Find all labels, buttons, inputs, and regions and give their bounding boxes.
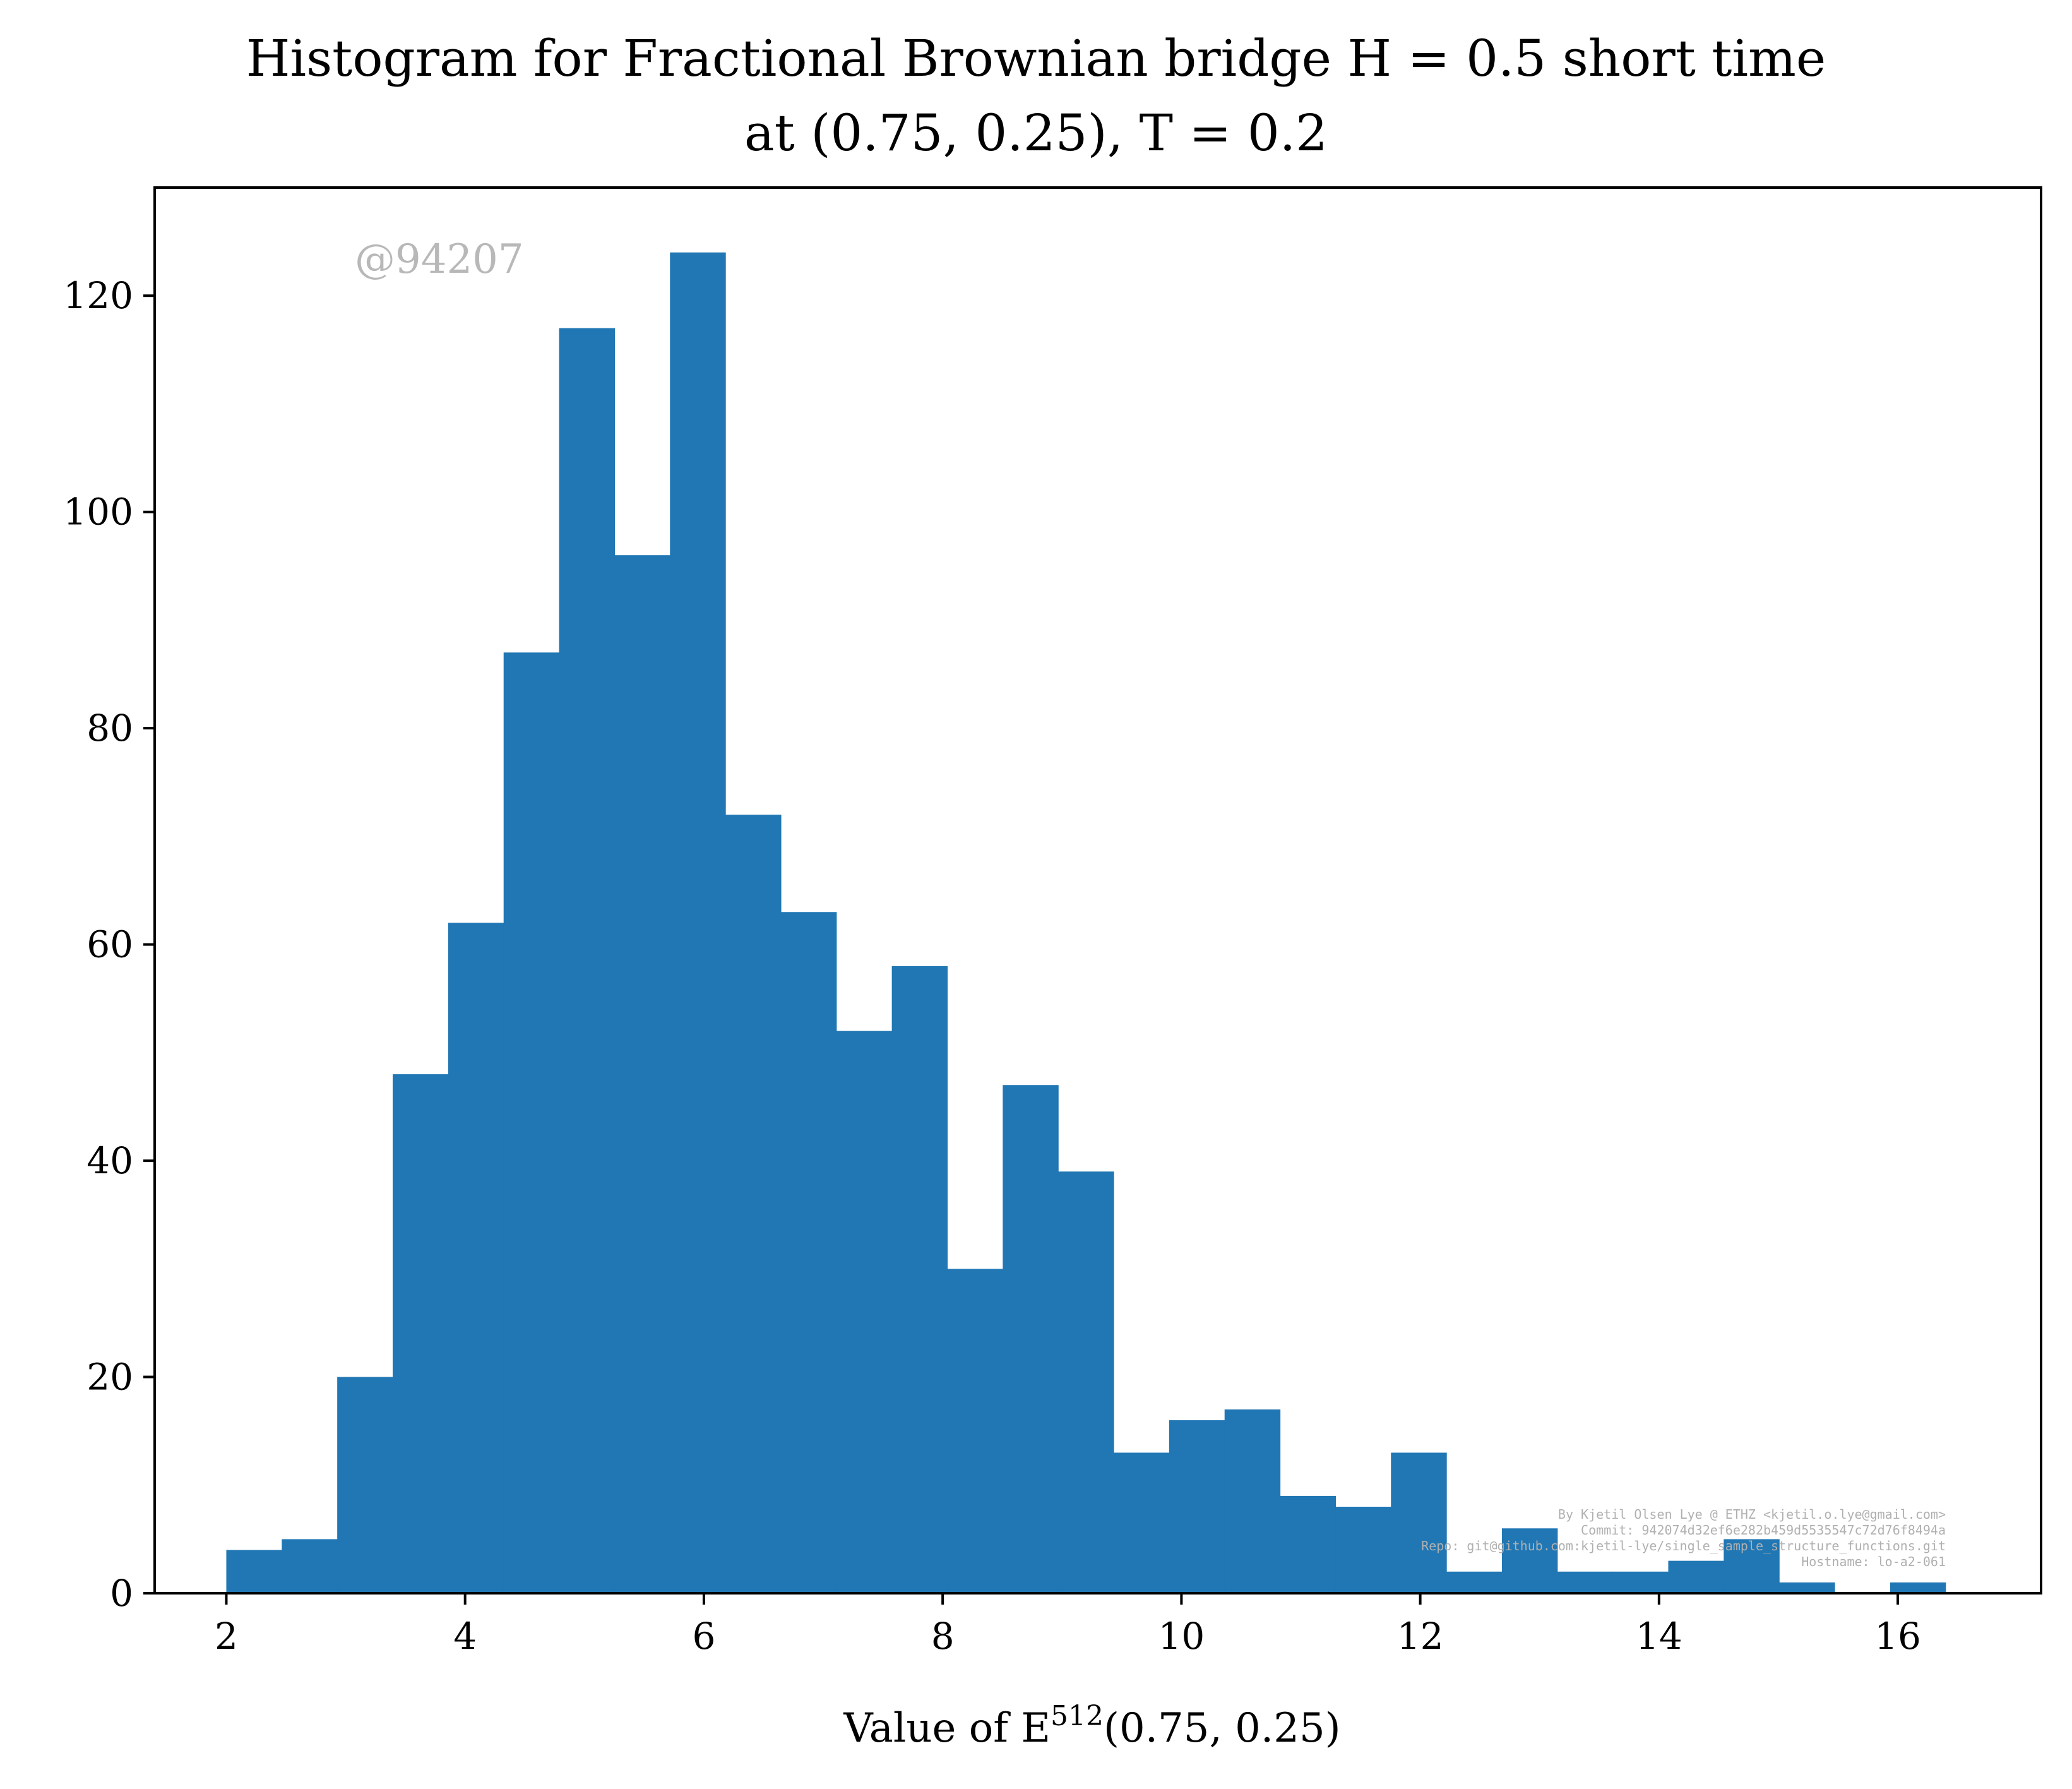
chart-title-line2: at (0.75, 0.25), T = 0.2 — [744, 104, 1328, 162]
x-axis-label-main: Value of E — [843, 1705, 1051, 1752]
histogram-bar — [614, 555, 670, 1594]
histogram-bar — [503, 652, 560, 1593]
y-tick-label: 40 — [86, 1139, 133, 1182]
x-tick-label: 12 — [1397, 1615, 1444, 1658]
y-tick-label: 120 — [63, 274, 133, 317]
histogram-bar — [670, 252, 726, 1593]
histogram-bar — [1003, 1085, 1059, 1593]
credit-line: Commit: 942074d32ef6e282b459d5535547c72d… — [1581, 1523, 1946, 1538]
histogram-bar — [1557, 1571, 1614, 1593]
plot-frame — [153, 186, 2042, 1595]
histogram-bar — [1280, 1495, 1336, 1593]
x-tick-label: 16 — [1874, 1615, 1921, 1658]
y-axis-ticks: 0 20 40 60 80 100 120 — [63, 274, 155, 1615]
x-tick-label: 2 — [215, 1615, 238, 1658]
x-axis-label: Value of E512(0.75, 0.25) — [843, 1700, 1340, 1752]
histogram-bar — [1612, 1571, 1669, 1593]
credit-line: By Kjetil Olsen Lye @ ETHZ <kjetil.o.lye… — [1558, 1507, 1946, 1522]
histogram-bar — [1779, 1582, 1835, 1593]
x-tick-label: 14 — [1636, 1615, 1682, 1658]
histogram-bar — [1335, 1507, 1391, 1593]
x-tick-label: 6 — [692, 1615, 715, 1658]
histogram-bar — [891, 966, 948, 1593]
histogram-bar — [1058, 1171, 1114, 1593]
x-tick-label: 4 — [453, 1615, 477, 1658]
y-tick-label: 80 — [86, 707, 133, 750]
y-tick-label: 20 — [86, 1356, 133, 1399]
watermark: @94207 — [355, 236, 524, 283]
chart-title-line1: Histogram for Fractional Brownian bridge… — [246, 29, 1826, 88]
histogram-bar — [1890, 1582, 1946, 1593]
credits-block: By Kjetil Olsen Lye @ ETHZ <kjetil.o.lye… — [1421, 1507, 1946, 1569]
x-axis-ticks: 2 4 6 8 10 12 14 16 — [215, 1593, 1921, 1658]
histogram-bar — [1391, 1452, 1447, 1593]
histogram-bar — [1114, 1452, 1170, 1593]
x-tick-label: 10 — [1158, 1615, 1205, 1658]
x-tick-label: 8 — [931, 1615, 955, 1658]
histogram-bar — [337, 1377, 393, 1593]
histogram-bar — [448, 923, 504, 1593]
x-axis-label-tail: (0.75, 0.25) — [1104, 1705, 1341, 1752]
histogram-bars — [226, 252, 1946, 1594]
histogram-bar — [282, 1539, 338, 1593]
histogram-bar — [393, 1074, 449, 1593]
histogram-bar — [836, 1031, 893, 1593]
histogram-bar — [780, 912, 837, 1593]
histogram-bar — [1169, 1420, 1225, 1593]
histogram-bar — [1668, 1560, 1724, 1593]
histogram-bar — [947, 1269, 1003, 1593]
y-tick-label: 0 — [110, 1572, 133, 1615]
histogram-bar — [1724, 1539, 1780, 1593]
y-tick-label: 60 — [86, 923, 133, 966]
histogram-bar — [1446, 1571, 1503, 1593]
histogram-bar — [226, 1550, 282, 1593]
y-tick-label: 100 — [63, 491, 133, 534]
credit-line: Hostname: lo-a2-061 — [1801, 1554, 1946, 1569]
x-axis-label-superscript: 512 — [1051, 1700, 1104, 1732]
credit-line: Repo: git@github.com:kjetil-lye/single_s… — [1421, 1538, 1946, 1553]
histogram-bar — [1224, 1409, 1281, 1593]
histogram-bar — [559, 328, 615, 1593]
histogram-bar — [725, 815, 782, 1593]
histogram-bar — [1501, 1528, 1558, 1593]
